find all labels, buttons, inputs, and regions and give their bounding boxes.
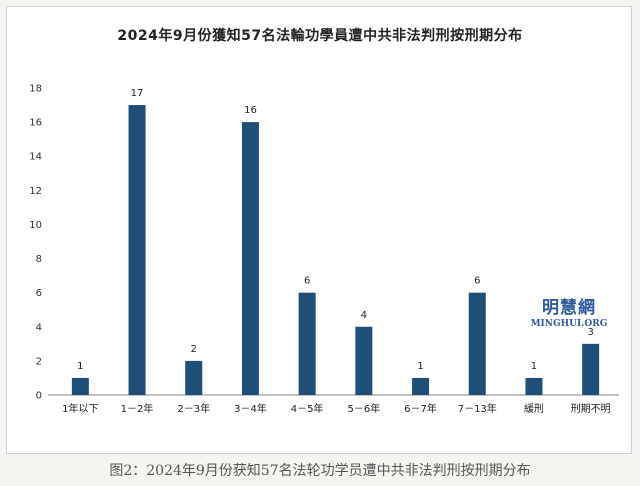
x-tick-label: 刑期不明	[571, 402, 611, 415]
watermark-name-cn: 明慧網	[542, 298, 596, 318]
data-label: 16	[244, 105, 257, 116]
x-tick-label: 4－5年	[291, 402, 324, 415]
y-tick-label: 14	[29, 152, 42, 163]
minghui-watermark: 明慧網 MINGHUI.ORG	[519, 293, 619, 329]
x-tick-label: 5－6年	[347, 402, 380, 415]
y-tick-label: 2	[36, 356, 42, 367]
y-tick-label: 6	[36, 288, 42, 299]
bar	[71, 377, 89, 395]
data-label: 6	[474, 276, 480, 287]
data-label: 1	[77, 361, 83, 372]
data-label: 17	[131, 88, 144, 99]
x-tick-label: 6－7年	[404, 402, 437, 415]
data-label: 6	[304, 276, 310, 287]
y-tick-label: 18	[29, 84, 42, 95]
data-label: 4	[361, 310, 367, 321]
watermark-name-en: MINGHUI.ORG	[530, 319, 608, 329]
y-tick-label: 4	[36, 322, 42, 333]
x-tick-label: 2－3年	[177, 402, 210, 415]
bar	[412, 377, 430, 395]
bar	[241, 122, 259, 395]
bar-chart: 02468101214161811年以下171－2年22－3年163－4年64－…	[29, 84, 619, 415]
bar	[468, 292, 486, 395]
bar	[185, 360, 203, 395]
data-label: 3	[587, 327, 593, 338]
figure-caption: 图2：2024年9月份获知57名法轮功学员遭中共非法判刑按刑期分布	[109, 463, 531, 479]
x-tick-label: 1－2年	[121, 402, 154, 415]
bar	[355, 326, 373, 395]
y-tick-label: 0	[36, 391, 42, 402]
y-tick-label: 10	[29, 220, 42, 231]
bar	[128, 105, 146, 396]
bar	[298, 292, 316, 395]
y-tick-label: 12	[29, 186, 42, 197]
bar	[525, 377, 543, 395]
bar	[582, 343, 600, 395]
data-label: 1	[417, 361, 423, 372]
data-label: 2	[191, 344, 197, 355]
y-tick-label: 8	[36, 254, 42, 265]
chart-title: 2024年9月份獲知57名法輪功學員遭中共非法判刑按刑期分布	[117, 28, 523, 44]
x-tick-label: 1年以下	[62, 402, 98, 415]
chart-frame: 2024年9月份獲知57名法輪功學員遭中共非法判刑按刑期分布 0 2 4 6 8 10 12…	[6, 6, 632, 454]
y-tick-label: 16	[29, 118, 42, 129]
x-tick-label: 緩刑	[524, 402, 544, 415]
x-tick-label: 7－13年	[458, 402, 497, 415]
x-tick-label: 3－4年	[234, 402, 267, 415]
data-label: 1	[531, 361, 537, 372]
